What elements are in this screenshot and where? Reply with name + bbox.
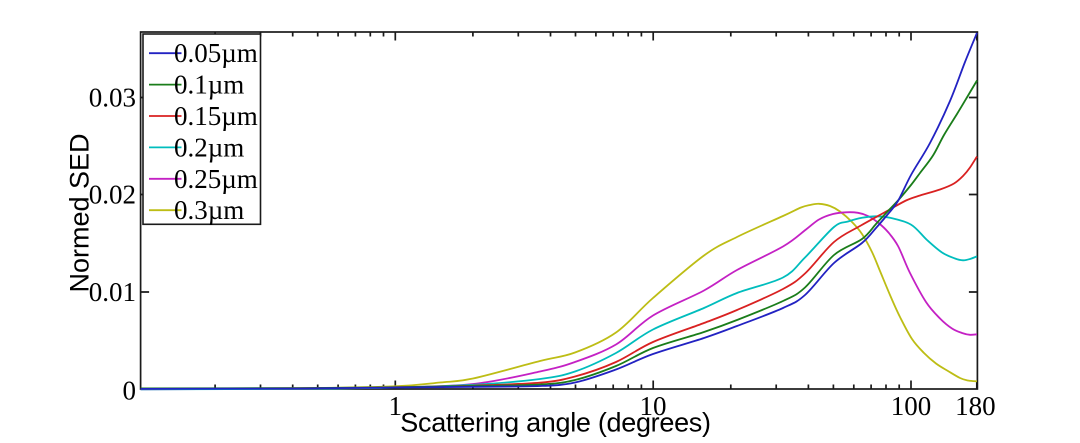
svg-text:0.01: 0.01 — [89, 277, 136, 307]
svg-text:180: 180 — [955, 391, 996, 421]
svg-text:0: 0 — [123, 376, 137, 406]
svg-text:0.1µm: 0.1µm — [174, 70, 244, 100]
svg-text:Scattering angle (degrees): Scattering angle (degrees) — [400, 408, 710, 438]
svg-text:0.02: 0.02 — [89, 180, 136, 210]
svg-text:0.03: 0.03 — [89, 83, 136, 113]
svg-text:100: 100 — [891, 391, 932, 421]
svg-text:0.05µm: 0.05µm — [174, 38, 258, 68]
svg-text:0.3µm: 0.3µm — [174, 195, 244, 225]
svg-text:0.25µm: 0.25µm — [174, 164, 258, 194]
svg-text:10: 10 — [640, 391, 667, 421]
svg-text:Normed SED: Normed SED — [65, 133, 95, 292]
svg-text:1: 1 — [389, 391, 403, 421]
svg-text:0.15µm: 0.15µm — [174, 101, 258, 131]
svg-text:0.2µm: 0.2µm — [174, 132, 244, 162]
